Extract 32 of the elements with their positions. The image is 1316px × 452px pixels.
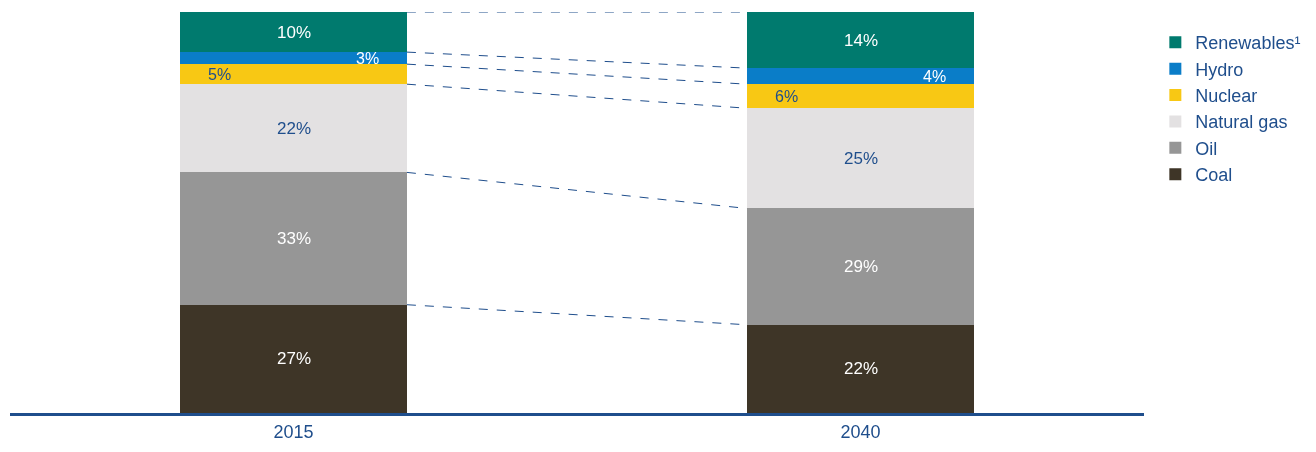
data-label: 27% [277,349,312,368]
x-tick-label: 2015 [273,421,314,442]
data-label: 14% [844,31,879,50]
bar [747,68,974,85]
bar [180,84,407,173]
bar [180,304,407,413]
bar [180,12,407,53]
data-label: 4% [923,68,947,85]
data-label: 22% [277,119,312,138]
data-label: 3% [356,50,380,67]
data-label: 25% [844,149,879,168]
data-label: 22% [844,359,879,378]
bar [747,12,974,69]
bar [747,208,974,325]
legend-label: Natural gas [1195,112,1288,133]
legend-label: Renewables¹ [1195,33,1301,54]
x-tick-label: 2040 [840,421,881,442]
data-label: 6% [775,88,799,105]
legend-label: Hydro [1195,59,1244,80]
bar [180,64,407,85]
legend-label: Nuclear [1195,86,1258,107]
data-label: 5% [208,66,232,83]
bar [180,172,407,305]
bar [747,324,974,413]
legend-label: Oil [1195,138,1218,159]
bar [747,84,974,109]
legend-label: Coal [1195,165,1233,186]
bar [747,108,974,209]
bar [180,52,407,65]
data-label: 10% [277,23,312,42]
data-label: 33% [277,229,312,248]
data-label: 29% [844,257,879,276]
